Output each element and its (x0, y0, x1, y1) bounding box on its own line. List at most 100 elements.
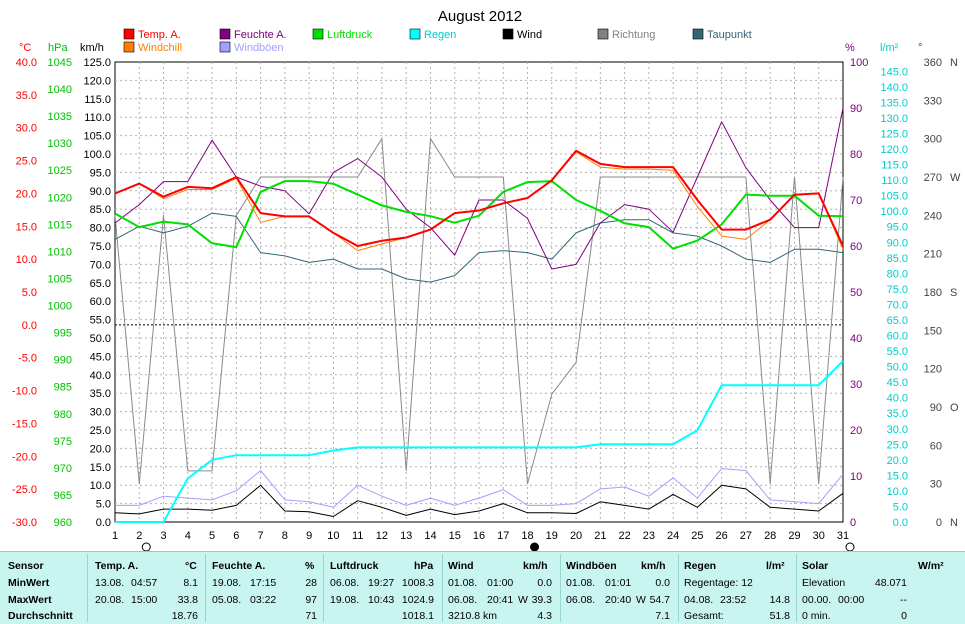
direction-tick-label: 120 (924, 364, 942, 376)
stats-gust-avg: 7.1 (655, 610, 670, 622)
rain-tick-label: 105.0 (880, 191, 908, 203)
compass-tick-label: N (950, 57, 958, 69)
rain-tick-label: 130.0 (880, 113, 908, 125)
hpa-tick-label: 1040 (48, 84, 72, 96)
stats-gust-max-val: 54.7 (649, 594, 670, 606)
rain-tick-label: 25.0 (887, 439, 908, 451)
celsius-tick-label: 25.0 (16, 156, 37, 168)
rain-tick-label: 10.0 (887, 486, 908, 498)
rain-tick-label: 0.0 (893, 517, 908, 529)
compass-tick-label: O (950, 402, 959, 414)
kmh-tick-label: 40.0 (90, 370, 111, 382)
kmh-tick-label: 35.0 (90, 388, 111, 400)
rain-tick-label: 145.0 (880, 66, 908, 78)
celsius-tick-label: 15.0 (16, 221, 37, 233)
direction-tick-label: 60 (930, 440, 942, 452)
kmh-unit-label: km/h (80, 42, 104, 54)
rain-tick-label: 45.0 (887, 377, 908, 389)
kmh-tick-label: 110.0 (84, 112, 111, 124)
rain-tick-label: 120.0 (880, 144, 908, 156)
rain-tick-label: 5.0 (893, 501, 908, 513)
kmh-tick-label: 20.0 (90, 443, 111, 455)
stats-hum-max-date: 05.08. (212, 594, 242, 606)
legend-swatch (219, 28, 231, 40)
new-moon-icon (530, 542, 540, 552)
x-day-label: 26 (716, 530, 728, 542)
celsius-tick-label: 40.0 (16, 57, 37, 69)
kmh-tick-label: 85.0 (90, 204, 111, 216)
direction-tick-label: 330 (924, 95, 942, 107)
stats-wind-avg: 4.3 (537, 610, 552, 622)
x-day-label: 14 (424, 530, 436, 542)
stats-wind-max-date: 06.08. (448, 594, 478, 606)
hpa-unit-label: hPa (48, 42, 68, 54)
x-day-label: 15 (449, 530, 461, 542)
celsius-tick-label: 0.0 (22, 320, 37, 332)
celsius-tick-label: 10.0 (16, 254, 37, 266)
stats-hum-max-time: 03:22 (250, 594, 277, 606)
kmh-tick-label: 0.0 (96, 517, 111, 529)
celsius-tick-label: -20.0 (12, 451, 37, 463)
kmh-tick-label: 25.0 (90, 425, 111, 437)
x-day-label: 23 (643, 530, 655, 542)
legend-label: Luftdruck (327, 29, 373, 41)
celsius-tick-label: -15.0 (12, 418, 37, 430)
stats-press-min-time: 19:27 (368, 577, 395, 589)
x-day-label: 12 (376, 530, 388, 542)
legend-swatch (123, 28, 135, 40)
chart-series (114, 107, 844, 523)
x-day-label: 20 (570, 530, 582, 542)
rain-tick-label: 125.0 (880, 128, 908, 140)
legend-swatch (409, 28, 421, 40)
weather-chart: August 2012 Temp. A. Feuchte A. Luftdruck R… (12, 8, 961, 552)
stats-rain-total-label: Gesamt: (684, 610, 724, 622)
stats-hum-avg: 71 (305, 610, 317, 622)
legend-swatch (502, 28, 514, 40)
x-day-label: 30 (813, 530, 825, 542)
stats-rain-max-date: 04.08. (684, 594, 714, 606)
rain-tick-label: 80.0 (887, 268, 908, 280)
kmh-tick-label: 120.0 (83, 75, 111, 87)
kmh-tick-label: 105.0 (83, 131, 111, 143)
stats-solar-max-val: -- (900, 594, 907, 606)
legend-label: Feuchte A. (234, 29, 287, 41)
stats-wind-max-val: 39.3 (531, 594, 552, 606)
x-day-label: 7 (258, 530, 264, 542)
stats-press-max-time: 10:43 (368, 594, 395, 606)
hpa-tick-label: 970 (54, 463, 72, 475)
stats-temp-min-time: 04:57 (131, 577, 158, 589)
percent-tick-label: 40 (850, 333, 862, 345)
wind-series-line (114, 484, 844, 517)
direction-series-line (114, 138, 844, 485)
axis-unit-labels: °C hPa km/h% l/m² ° (19, 42, 922, 54)
rain-tick-label: 50.0 (887, 362, 908, 374)
rain-tick-label: 15.0 (887, 470, 908, 482)
kmh-tick-label: 30.0 (90, 407, 111, 419)
x-day-label: 31 (837, 530, 849, 542)
stats-wind-max-time: 20:41 (487, 594, 514, 606)
celsius-tick-label: 5.0 (22, 287, 37, 299)
stats-press-min-date: 06.08. (330, 577, 360, 589)
hpa-tick-label: 1000 (48, 301, 72, 313)
kmh-tick-label: 55.0 (90, 315, 111, 327)
stats-temp-max-date: 20.08. (95, 594, 125, 606)
rain-tick-label: 55.0 (887, 346, 908, 358)
rain-tick-label: 110.0 (881, 175, 908, 187)
x-day-label: 28 (764, 530, 776, 542)
stats-hum-min-time: 17:15 (250, 577, 277, 589)
direction-tick-label: 30 (930, 479, 942, 491)
hpa-tick-label: 1015 (48, 219, 72, 231)
stats-solar-min-label: 0 min. (802, 610, 831, 622)
legend-label: Windchill (138, 42, 182, 54)
legend-swatch (692, 28, 704, 40)
x-day-label: 6 (233, 530, 239, 542)
rain-series-line (115, 360, 844, 523)
chart-title: August 2012 (438, 8, 522, 25)
pressure-series-line (114, 180, 844, 250)
stats-wind-min-val: 0.0 (537, 577, 552, 589)
stats-gust-min-val: 0.0 (655, 577, 670, 589)
stats-temp-title: Temp. A. (95, 560, 139, 572)
kmh-tick-label: 80.0 (90, 223, 111, 235)
stats-hum-unit: % (305, 560, 315, 572)
chart-grid (114, 61, 844, 523)
